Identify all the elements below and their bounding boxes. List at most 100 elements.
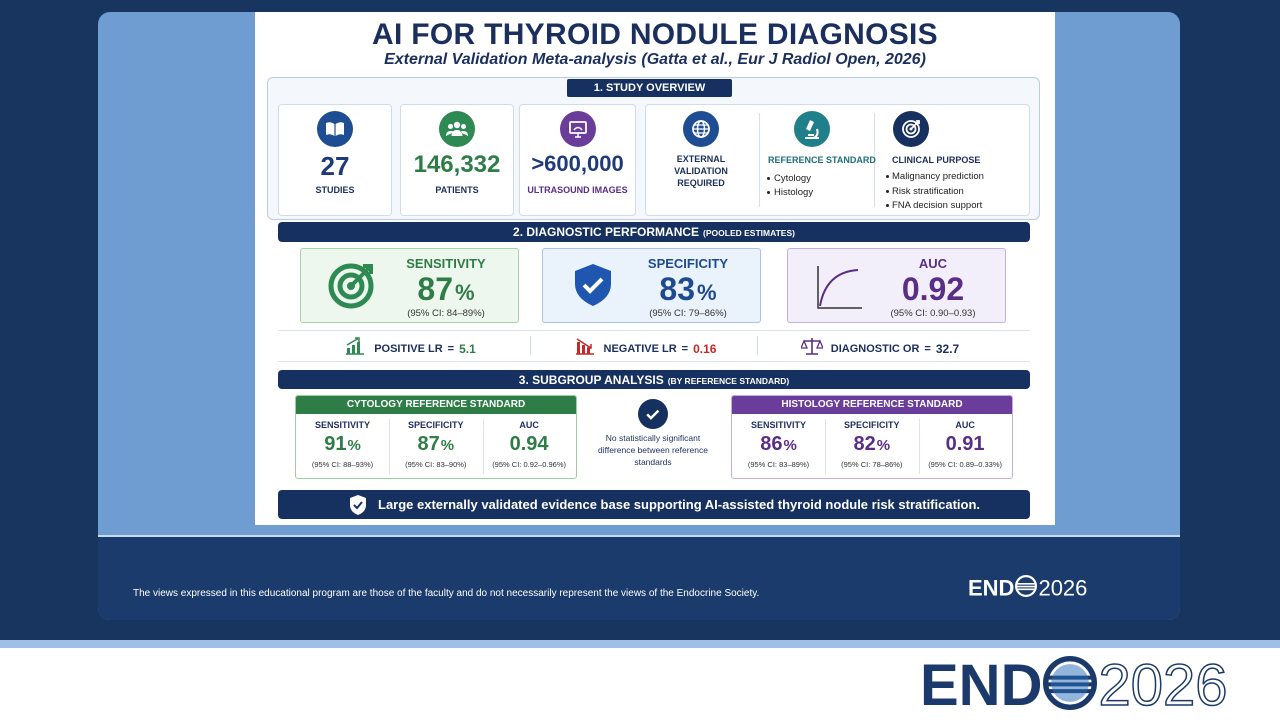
subgroup-metric-label: SPECIFICITY: [844, 420, 900, 430]
subgroup-metric-value: 91: [324, 433, 347, 455]
separator: [757, 336, 758, 355]
ratio-value: 5.1: [459, 342, 476, 356]
subgroup-metric-label: AUC: [955, 420, 975, 430]
icon-shape: [803, 338, 820, 355]
icon-shape: [910, 120, 920, 130]
icon: [794, 111, 830, 152]
ratio-sign: =: [447, 343, 455, 355]
subgroup-metric-label: SENSITIVITY: [314, 420, 370, 430]
icon: [439, 111, 475, 152]
conclusion-text: Large externally validated evidence base…: [378, 497, 981, 512]
metric-label: AUC: [918, 256, 948, 271]
subgroup-metric-ci: (95% CI: 0.89–0.33%): [928, 460, 1002, 469]
icon-shape: [638, 399, 668, 429]
metric-box: SPECIFICITY 83% (95% CI: 79–86%): [542, 248, 761, 323]
ratio: POSITIVE LR = 5.1: [300, 336, 520, 356]
separator: [530, 336, 531, 355]
metric-label: SENSITIVITY: [406, 256, 486, 271]
icon-shape: [353, 501, 363, 510]
logo: END 2026: [968, 575, 1087, 602]
subgroup-metric-label: AUC: [519, 420, 539, 430]
icon: [344, 336, 366, 362]
stat-label: PATIENTS: [435, 185, 479, 195]
detail-item: Cytology: [774, 173, 811, 184]
icon-shape: [350, 495, 366, 515]
subgroup-metric-line: 82%: [825, 433, 918, 456]
stat-value: 146,332: [413, 151, 501, 178]
icon-shape: [453, 121, 461, 129]
subgroup-title: CYTOLOGY REFERENCE STANDARD: [296, 396, 576, 414]
stat-card: 27 STUDIES: [278, 104, 392, 216]
separator: [482, 419, 484, 474]
separator: [874, 113, 875, 207]
logo-right: 2026: [1038, 575, 1088, 601]
subgroup-metric-ci: (95% CI: 83–90%): [405, 460, 467, 469]
icon-shape: [1043, 656, 1098, 710]
icon-shape: [817, 266, 862, 309]
subgroup-metric-label: SENSITIVITY: [750, 420, 806, 430]
metric-line: 0.92: [873, 271, 993, 308]
subtitle: External Validation Meta-analysis (Gatta…: [384, 51, 926, 68]
icon-shape: [328, 263, 374, 309]
detail-item: Risk stratification: [892, 185, 964, 197]
icon-shape: [582, 277, 604, 294]
ratio-sign: =: [681, 343, 689, 355]
subgroup-metric-unit: %: [440, 437, 455, 454]
icon-shape: [794, 111, 830, 147]
logo-mark: [1043, 656, 1098, 715]
divider: [0, 640, 1280, 648]
icon-shape: [446, 130, 468, 136]
metric-box: AUC 0.92 (95% CI: 0.90–0.93): [787, 248, 1006, 323]
metric-ci: (95% CI: 84–89%): [407, 308, 485, 319]
icon-shape: [559, 111, 596, 147]
icon-shape: [1043, 656, 1098, 710]
icon-shape: [905, 123, 917, 135]
subgroup-metric-line: 86%: [732, 433, 825, 456]
icon-shape: [794, 111, 830, 147]
detail-item: Histology: [774, 187, 814, 198]
section-heading: 3. SUBGROUP ANALYSIS: [518, 373, 664, 387]
infographic: AI FOR THYROID NODULE DIAGNOSIS External …: [255, 12, 1055, 525]
icon-shape: [346, 337, 360, 346]
bullet: [886, 204, 889, 207]
section-heading: 2. DIAGNOSTIC PERFORMANCE: [513, 225, 700, 239]
icon: [683, 111, 719, 152]
icon-shape: [799, 339, 824, 349]
ratio-sign: =: [924, 343, 931, 355]
icon-shape: [317, 111, 353, 147]
metric-value: 87: [417, 271, 454, 307]
icon-shape: [576, 342, 580, 354]
section-note: (BY REFERENCE STANDARD): [667, 376, 790, 386]
icon-shape: [576, 338, 592, 349]
stat-value: 27: [320, 151, 350, 181]
separator: [389, 419, 391, 474]
icon-shape: [805, 128, 819, 139]
icon: [638, 399, 668, 434]
subgroup-metric-ci: (95% CI: 83–89%): [747, 460, 810, 469]
bullet: [767, 191, 770, 194]
ratio-row: [278, 330, 1030, 362]
icon-shape: [638, 399, 668, 429]
brand-bar: END 2026: [0, 648, 1280, 720]
logo-left: END: [968, 575, 1015, 601]
metric-box: SENSITIVITY 87% (95% CI: 84–89%): [300, 248, 519, 323]
details-card: EXTERNAL VALIDATION REQUIRED REFERENCE ST…: [645, 104, 1030, 216]
icon: [559, 111, 596, 152]
icon-shape: [1017, 582, 1036, 591]
subgroup-metric-value: 82: [853, 433, 876, 455]
icon-shape: [337, 272, 365, 300]
icon-shape: [317, 111, 353, 147]
ratio: NEGATIVE LR = 0.16: [535, 336, 755, 356]
subgroup-box: CYTOLOGY REFERENCE STANDARD SENSITIVITY 91…: [295, 395, 577, 479]
subgroup-metric-unit: %: [876, 437, 891, 454]
subgroup-metric-ci: (95% CI: 88–93%): [311, 460, 374, 469]
icon-shape: [350, 495, 366, 515]
conclusion-banner: Large externally validated evidence base…: [278, 490, 1030, 519]
subgroup-metric-value: 87: [417, 433, 440, 455]
icon-shape: [439, 111, 475, 147]
icon-shape: [328, 263, 374, 309]
metric-value: 83: [659, 271, 696, 307]
icon: [323, 258, 379, 319]
icon: [348, 494, 368, 521]
